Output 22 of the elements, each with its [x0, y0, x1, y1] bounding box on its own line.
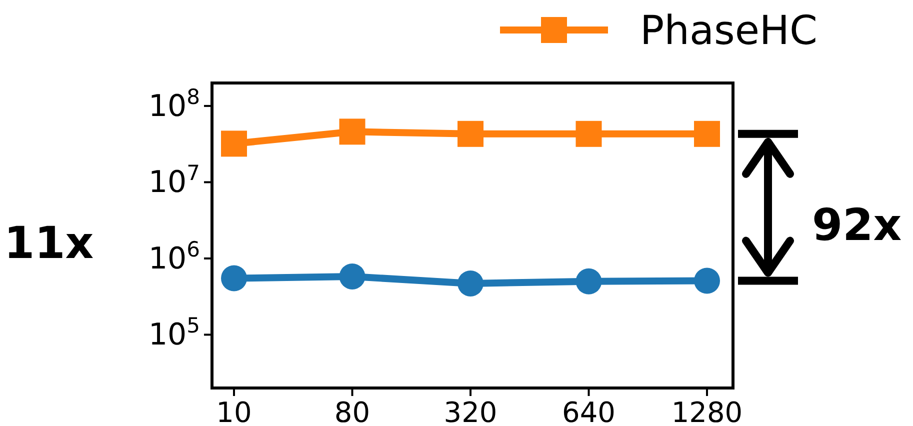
- y-tick-label: 10$^{6}$: [148, 237, 200, 276]
- point: [576, 120, 602, 147]
- point: [339, 118, 366, 145]
- point: [339, 263, 366, 290]
- x-tick-label: 640: [562, 396, 616, 426]
- y-tick-label: 10$^{8}$: [148, 84, 200, 124]
- x-tick-label: 80: [334, 396, 370, 426]
- point: [694, 268, 720, 294]
- point: [576, 268, 602, 294]
- point: [458, 120, 484, 147]
- x-tick-label: 10: [216, 396, 252, 426]
- point: [221, 130, 247, 157]
- point: [458, 270, 484, 296]
- point: [694, 120, 720, 147]
- x-tick-label: 1280: [671, 396, 743, 426]
- x-tick-label: 320: [444, 396, 498, 426]
- legend-label: PhaseHC: [640, 8, 818, 54]
- point: [221, 265, 247, 292]
- y-tick-label: 10$^{5}$: [148, 314, 200, 353]
- text: 92x: [812, 200, 902, 251]
- text: 11x: [4, 218, 94, 269]
- y-tick-label: 10$^{7}$: [148, 161, 200, 200]
